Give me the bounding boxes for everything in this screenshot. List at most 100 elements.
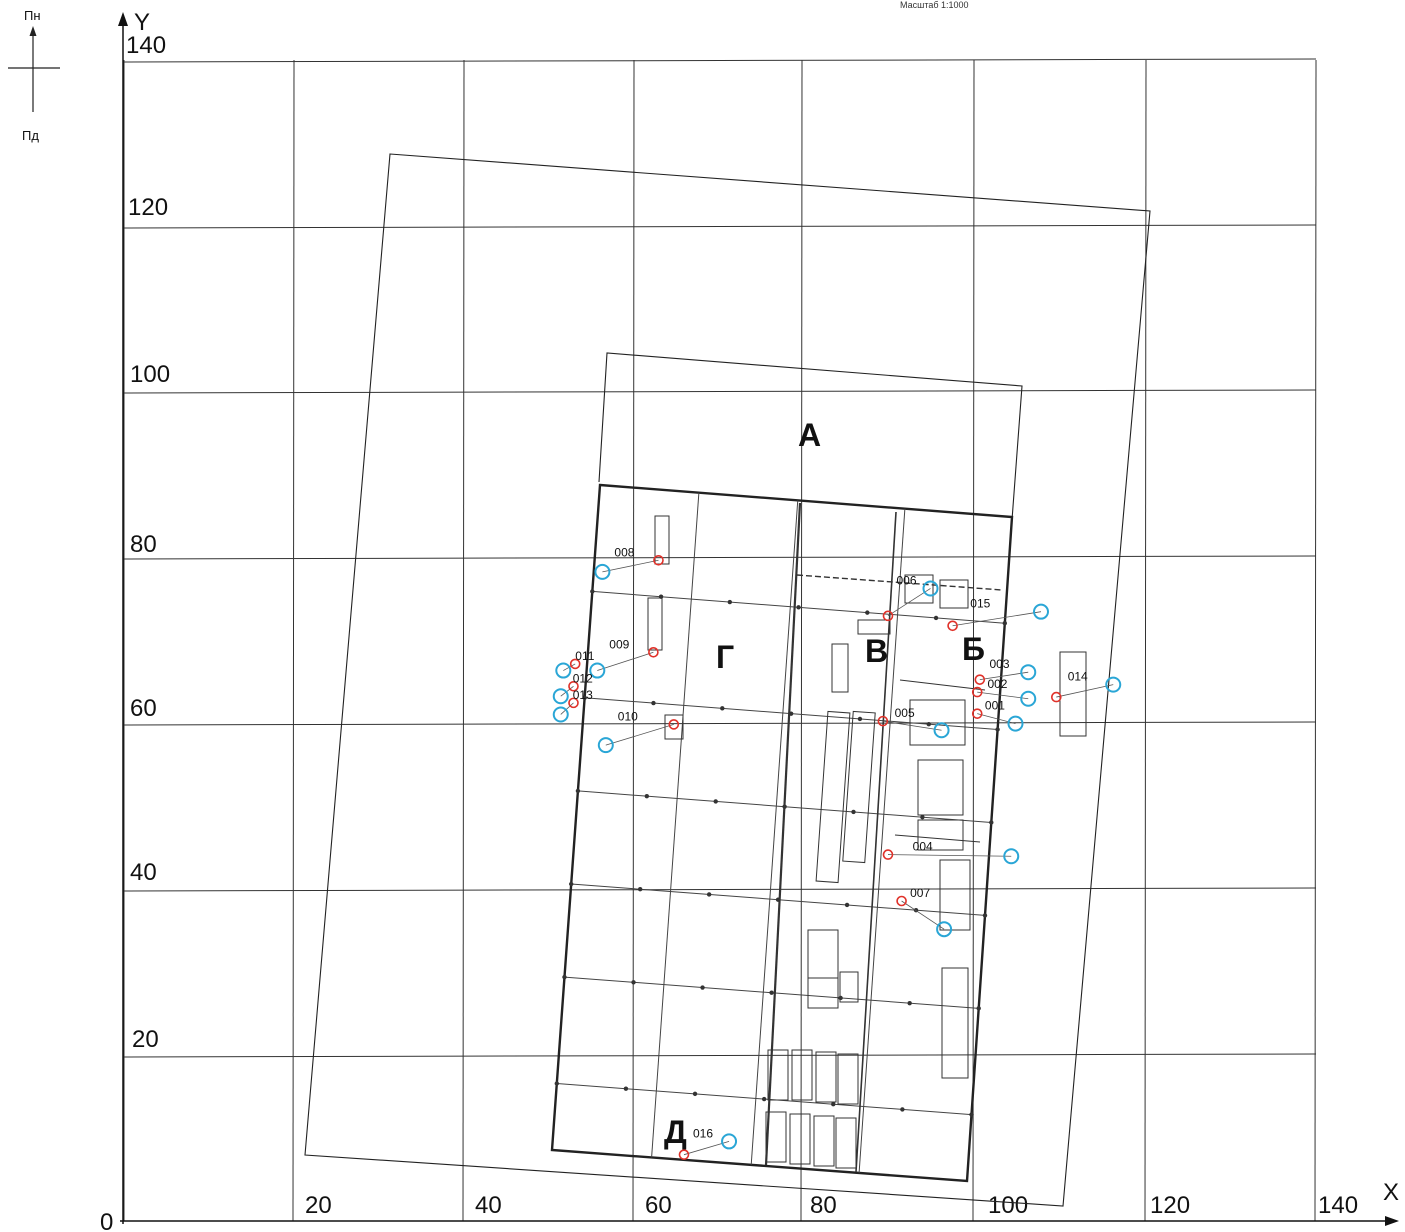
measurement-point[interactable]: 013 (552, 688, 593, 723)
room-block (904, 574, 934, 604)
leader-line (979, 671, 1029, 681)
measurement-point[interactable]: 002 (971, 677, 1037, 707)
room-block (664, 714, 684, 740)
column-marker (700, 985, 705, 990)
point-label: 016 (693, 1126, 713, 1140)
grid-line-horizontal (123, 555, 1317, 560)
column-marker (713, 799, 718, 804)
room-block (917, 819, 964, 851)
partition-line (796, 574, 1003, 591)
blue-marker-icon (594, 563, 611, 580)
measurement-point[interactable]: 012 (552, 671, 593, 705)
room-block (789, 1113, 811, 1165)
room-block (807, 977, 839, 1009)
point-label: 014 (1068, 670, 1088, 684)
measurement-point[interactable]: 005 (877, 706, 950, 739)
room-block (941, 967, 969, 1079)
partition-line (894, 834, 981, 843)
red-marker-icon (882, 610, 894, 622)
point-label: 001 (985, 699, 1005, 713)
measurement-point[interactable]: 011 (555, 649, 595, 679)
blue-marker-icon (922, 580, 939, 597)
measurement-point[interactable]: 001 (971, 699, 1024, 732)
blue-marker-icon (1007, 715, 1024, 732)
leader-line (1056, 684, 1114, 698)
zone-label-g: Г (716, 639, 734, 675)
compass: Пн Пд (8, 8, 60, 143)
measurement-point[interactable]: 003 (974, 657, 1037, 685)
measurement-point[interactable]: 006 (882, 573, 939, 622)
blue-marker-icon (1020, 664, 1037, 681)
measurement-point[interactable]: 016 (678, 1126, 738, 1160)
blue-marker-icon (555, 662, 572, 679)
blue-marker-icon (1003, 848, 1020, 865)
grid-line-horizontal (123, 58, 1317, 63)
red-marker-icon (648, 647, 659, 658)
compass-south-label: Пд (22, 128, 39, 143)
column-marker (838, 995, 843, 1001)
measurement-point[interactable]: 008 (594, 545, 664, 580)
column-marker (844, 902, 850, 908)
room-block (839, 971, 859, 1003)
column-marker (969, 1112, 974, 1117)
column-marker (644, 793, 650, 799)
column-marker (706, 892, 712, 897)
y-tick-label: 140 (126, 32, 166, 59)
room-block (835, 1117, 857, 1169)
zone-label-v: В (865, 633, 888, 669)
y-tick-label: 100 (130, 361, 170, 388)
red-marker-icon (668, 719, 680, 730)
zone-label-d: Д (664, 1114, 687, 1150)
site-boundary (304, 153, 1151, 1207)
room-block (917, 759, 964, 816)
leader-line (882, 720, 942, 731)
y-tick-label: 60 (130, 695, 157, 722)
room-block (765, 1111, 787, 1163)
measurement-point[interactable]: 007 (896, 886, 953, 938)
column-marker (761, 1096, 767, 1102)
blue-marker-icon (933, 722, 950, 739)
grid-line-horizontal (123, 1053, 1317, 1058)
point-label: 011 (575, 649, 594, 663)
grid-line-vertical (800, 59, 803, 1222)
grid-line-vertical (1314, 59, 1317, 1222)
blue-marker-icon (597, 737, 614, 754)
measurement-point[interactable]: 004 (882, 840, 1020, 865)
room-block (831, 643, 849, 693)
red-marker-icon (569, 658, 581, 670)
red-marker-icon (568, 697, 579, 709)
column-marker (575, 788, 581, 794)
column-marker (920, 814, 925, 820)
leader-line (560, 702, 574, 715)
column-marker (623, 1086, 629, 1091)
red-marker-icon (877, 715, 889, 727)
measurement-point[interactable]: 015 (947, 597, 1049, 632)
leader-line (952, 611, 1042, 627)
grid-line-horizontal (123, 721, 1317, 726)
column-marker (851, 809, 856, 815)
column-marker (582, 695, 587, 700)
building-outline (550, 483, 1014, 1183)
measurement-point[interactable]: 014 (1051, 670, 1122, 703)
measurement-point[interactable]: 009 (589, 637, 659, 679)
point-label: 013 (573, 688, 593, 702)
measurement-point[interactable]: 010 (597, 709, 680, 754)
x-tick-label: 100 (988, 1192, 1028, 1219)
blue-marker-icon (1105, 676, 1122, 693)
partition-line (899, 679, 986, 691)
column-marker (907, 1000, 912, 1006)
room-block (939, 579, 969, 609)
room-block (837, 1053, 859, 1105)
column-marker (727, 599, 733, 605)
column-marker (989, 820, 994, 825)
corridor-wall-left (764, 502, 802, 1166)
column-marker (562, 974, 567, 980)
leader-line (887, 588, 931, 617)
column-marker (865, 610, 870, 615)
point-label: 012 (573, 671, 593, 685)
red-marker-icon (1051, 691, 1062, 703)
blue-marker-icon (552, 688, 569, 705)
scale-caption: Масштаб 1:1000 (900, 0, 969, 10)
x-tick-labels: 20 40 60 80 100 120 140 (305, 1192, 1358, 1219)
